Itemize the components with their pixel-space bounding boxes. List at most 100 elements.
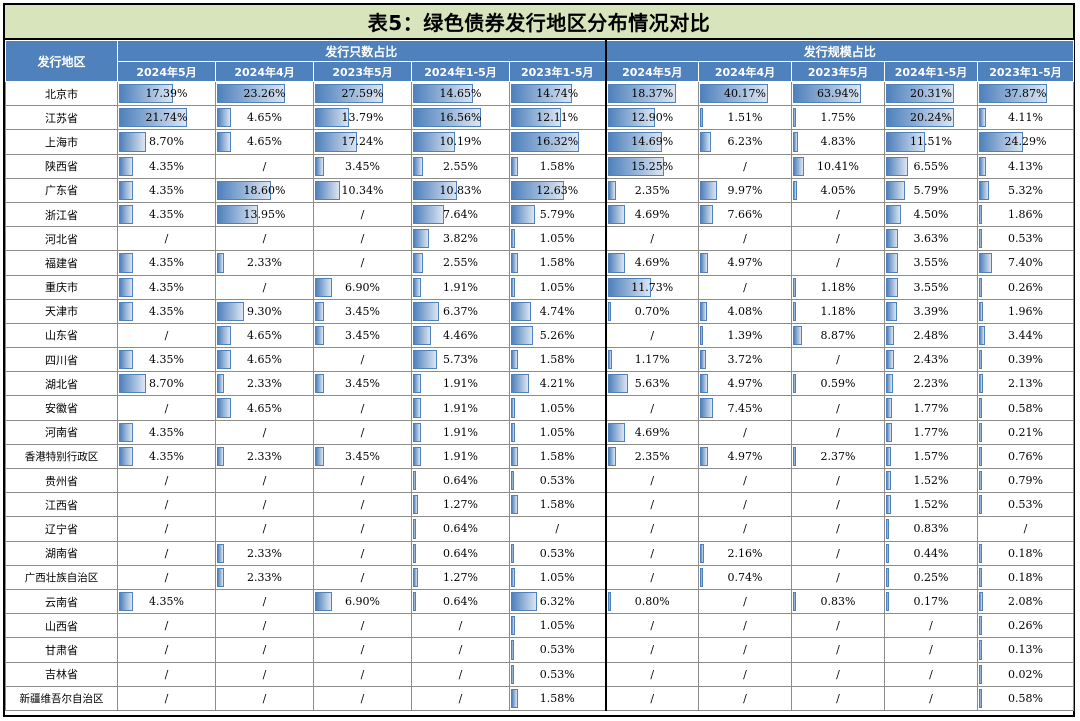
table-cell: 13.95%: [215, 201, 314, 228]
table-frame: 表5：绿色债券发行地区分布情况对比 发行地区 发行只数占比 发行规模占比 202…: [3, 3, 1075, 717]
table-cell: /: [698, 661, 792, 687]
data-bar: [315, 325, 324, 346]
cell-value: 0.21%: [1008, 425, 1043, 439]
table-row: 重庆市 4.35% / 6.90% 1.91% 1.05% 11.73% / 1.18% 3.55…: [5, 274, 1074, 300]
data-bar: [886, 253, 898, 273]
cell-value: /: [262, 425, 267, 439]
cell-value: /: [555, 522, 560, 536]
cell-value: 2.23%: [913, 377, 949, 391]
table-cell: /: [604, 516, 699, 542]
column-header-scale-1: 2024年5月: [604, 61, 699, 82]
table-cell: /: [215, 274, 314, 300]
table-cell: 4.35%: [117, 588, 216, 615]
data-bar: [315, 156, 324, 176]
table-cell: /: [698, 516, 792, 542]
cell-value: 2.43%: [913, 353, 949, 367]
cell-value: /: [262, 643, 267, 657]
data-bar: [700, 108, 703, 128]
cell-value: 4.50%: [913, 208, 949, 222]
cell-value: /: [836, 619, 840, 633]
data-bar: [979, 688, 982, 708]
table-cell: 0.53%: [509, 467, 606, 494]
cell-value: /: [164, 522, 169, 536]
table-cell: /: [117, 322, 216, 349]
data-bar: [886, 204, 902, 225]
table-cell: 4.97%: [698, 443, 792, 470]
table-cell: 2.33%: [215, 250, 314, 276]
data-bar: [979, 325, 986, 346]
data-bar: [119, 591, 133, 612]
table-cell: 18.60%: [215, 177, 314, 203]
table-cell: /: [215, 467, 314, 494]
table-cell: /: [604, 685, 699, 711]
table-cell: /: [215, 516, 314, 542]
cell-value: /: [650, 328, 655, 342]
table-cell: 10.41%: [791, 153, 885, 179]
table-cell: 4.05%: [791, 177, 885, 203]
cell-value: 4.65%: [247, 135, 282, 149]
table-cell: /: [791, 540, 885, 566]
table-cell: 2.33%: [215, 371, 314, 397]
table-cell: /: [977, 516, 1074, 542]
table-cell: /: [313, 564, 412, 590]
table-row: 辽宁省 / / / 0.64% / / / / 0.83% /: [5, 516, 1074, 542]
table-cell: /: [313, 492, 412, 518]
data-bar: [979, 132, 1023, 152]
table-cell: 1.27%: [411, 492, 510, 518]
table-cell: /: [698, 467, 792, 494]
cell-value: 0.80%: [634, 595, 670, 609]
data-bar: [886, 180, 906, 200]
cell-value: /: [360, 546, 365, 560]
data-bar: [511, 495, 518, 515]
table-cell: 0.18%: [977, 564, 1074, 590]
cell-value: 4.97%: [727, 377, 763, 391]
cell-value: /: [262, 691, 267, 705]
cell-value: /: [164, 643, 169, 657]
table-cell: 0.17%: [884, 588, 978, 615]
data-bar: [511, 664, 514, 684]
table-cell: /: [411, 637, 510, 663]
table-cell: /: [411, 685, 510, 711]
table-row: 天津市 4.35% 9.30% 3.45% 6.37% 4.74% 0.70% 4.08% 1.…: [5, 298, 1074, 324]
cell-value: 4.35%: [149, 280, 184, 294]
table-cell: 0.70%: [604, 298, 699, 324]
table-cell: 0.79%: [977, 467, 1074, 494]
data-bar: [413, 277, 421, 297]
data-bar: [700, 398, 713, 418]
data-bar: [315, 108, 349, 128]
cell-value: /: [743, 425, 747, 439]
table-cell: 0.02%: [977, 661, 1074, 687]
table-cell: /: [604, 637, 699, 663]
cell-value: 0.53%: [1008, 498, 1043, 512]
data-bar: [979, 446, 982, 466]
table-cell: 4.35%: [117, 177, 216, 203]
cell-value: /: [164, 232, 169, 246]
table-cell: 5.26%: [509, 322, 606, 349]
cell-value: 16.56%: [439, 111, 482, 125]
table-cell: 5.32%: [977, 177, 1074, 203]
cell-value: 0.44%: [913, 546, 949, 560]
data-bar: [886, 374, 894, 394]
data-bar: [979, 616, 982, 636]
cell-value: 1.58%: [539, 256, 575, 270]
data-bar: [886, 446, 892, 466]
table-cell: 2.55%: [411, 250, 510, 276]
data-bar: [793, 325, 803, 346]
table-cell: 15.25%: [604, 153, 699, 179]
data-bar: [607, 132, 662, 152]
table-cell: /: [313, 467, 412, 494]
cell-value: 3.63%: [913, 232, 949, 246]
cell-value: 1.18%: [820, 280, 856, 294]
table-cell: /: [117, 613, 216, 639]
region-name: 福建省: [5, 250, 118, 276]
cell-value: /: [836, 232, 840, 246]
table-cell: /: [791, 516, 885, 542]
cell-value: 6.55%: [913, 159, 949, 173]
cell-value: 4.65%: [247, 328, 282, 342]
table-cell: 1.52%: [884, 492, 978, 518]
data-bar: [511, 374, 529, 394]
cell-value: 7.66%: [727, 208, 763, 222]
cell-value: 0.64%: [443, 595, 478, 609]
cell-value: 4.46%: [443, 328, 478, 342]
data-bar: [119, 350, 133, 370]
